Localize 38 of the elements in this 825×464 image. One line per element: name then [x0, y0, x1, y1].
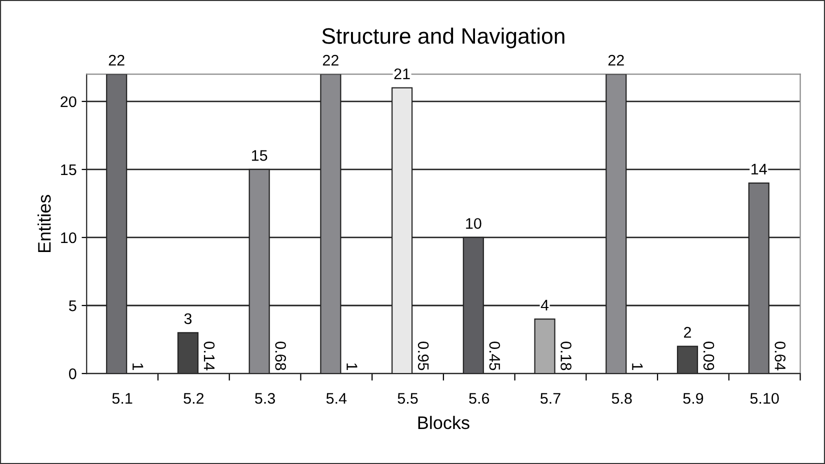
data-label: 22 — [608, 54, 624, 66]
y-tick-label: 5 — [69, 300, 76, 312]
annotation: 1 — [346, 363, 358, 370]
y-tick-label: 10 — [61, 232, 76, 244]
x-tick-label: 5.7 — [540, 393, 560, 404]
annotation: 1 — [132, 363, 144, 370]
data-label: 14 — [752, 164, 767, 174]
x-tick-label: 5.3 — [255, 392, 275, 404]
annotation: 0.09 — [703, 342, 714, 370]
data-label: 2 — [684, 326, 691, 338]
x-tick-label: 5.8 — [612, 392, 632, 404]
x-tick-label: 5.9 — [683, 392, 704, 404]
data-label: 22 — [108, 54, 124, 66]
data-label: 3 — [184, 313, 192, 324]
x-axis-title: Blocks — [418, 416, 470, 430]
y-axis-title: Entities — [38, 194, 51, 252]
y-tick-label: 15 — [61, 164, 76, 176]
annotation: 0.14 — [204, 342, 215, 370]
data-label: 22 — [322, 54, 338, 66]
x-tick-label: 5.4 — [326, 393, 347, 404]
x-tick-label: 5.1 — [112, 393, 132, 404]
x-tick-label: 5.2 — [184, 392, 204, 404]
x-tick-label: 5.5 — [398, 393, 418, 404]
y-tick-label: 0 — [69, 368, 76, 380]
annotation: 1 — [632, 363, 643, 370]
data-label: 21 — [394, 68, 410, 80]
data-label: 10 — [466, 218, 482, 229]
annotation: 0.45 — [489, 342, 500, 370]
annotation: 0.68 — [275, 342, 286, 370]
chart-title: Structure and Navigation — [322, 28, 564, 48]
x-tick-label: 5.10 — [750, 392, 779, 404]
annotation: 0.64 — [774, 342, 786, 370]
annotation: 0.95 — [418, 342, 429, 370]
data-label: 15 — [252, 150, 268, 161]
data-label: 4 — [540, 300, 549, 310]
x-tick-label: 5.6 — [469, 392, 490, 404]
y-tick-label: 20 — [60, 96, 76, 108]
annotation: 0.18 — [560, 342, 572, 370]
